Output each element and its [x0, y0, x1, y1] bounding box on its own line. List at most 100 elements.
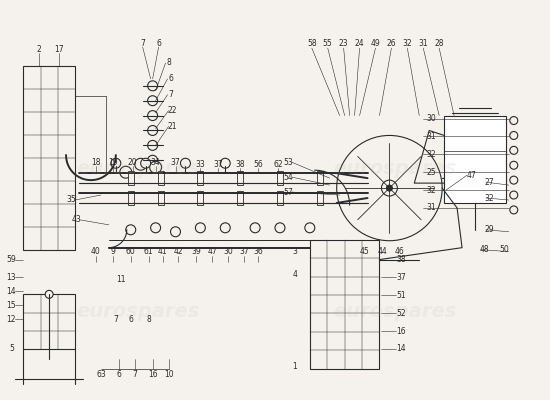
Text: 7: 7	[168, 90, 173, 99]
Bar	[128, 191, 134, 205]
Text: 57: 57	[283, 188, 293, 196]
Circle shape	[45, 290, 53, 298]
Text: 14: 14	[7, 287, 16, 296]
Circle shape	[151, 223, 161, 233]
Text: 60: 60	[126, 247, 136, 256]
Text: 15: 15	[7, 301, 16, 310]
Circle shape	[147, 126, 158, 136]
Text: 30: 30	[223, 247, 233, 256]
Text: 38: 38	[235, 160, 245, 169]
Text: 42: 42	[174, 247, 183, 256]
Text: 44: 44	[378, 247, 387, 256]
Text: eurospares: eurospares	[334, 159, 457, 178]
Text: 32: 32	[403, 38, 412, 48]
Text: 22: 22	[168, 106, 177, 115]
Text: 58: 58	[307, 38, 317, 48]
Circle shape	[382, 180, 398, 196]
Bar	[128, 171, 134, 185]
Text: 32: 32	[484, 194, 494, 202]
Text: 6: 6	[128, 315, 133, 324]
Circle shape	[120, 166, 132, 178]
Text: 54: 54	[283, 173, 293, 182]
Bar	[444, 116, 506, 203]
Text: 3: 3	[293, 247, 298, 256]
Circle shape	[510, 161, 518, 169]
Text: 50: 50	[499, 245, 509, 254]
Bar	[317, 171, 323, 185]
Text: 16: 16	[397, 326, 406, 336]
Bar	[158, 171, 163, 185]
Circle shape	[221, 158, 230, 168]
Text: 6: 6	[117, 370, 121, 379]
Text: 6: 6	[168, 74, 173, 83]
Text: 21: 21	[168, 122, 177, 131]
Text: 63: 63	[96, 370, 106, 379]
Circle shape	[510, 176, 518, 184]
Text: 25: 25	[426, 168, 436, 177]
Text: 20: 20	[128, 158, 138, 167]
Text: 14: 14	[397, 344, 406, 354]
Text: 8: 8	[166, 58, 171, 68]
Text: 53: 53	[283, 158, 293, 167]
Text: 4: 4	[293, 270, 298, 279]
Text: 8: 8	[146, 315, 151, 324]
Text: 24: 24	[355, 38, 365, 48]
Text: eurospares: eurospares	[334, 302, 457, 321]
Circle shape	[510, 146, 518, 154]
Text: 33: 33	[195, 160, 205, 169]
Text: 26: 26	[387, 38, 396, 48]
Text: 27: 27	[484, 178, 494, 187]
Text: 37: 37	[170, 158, 180, 167]
Text: 38: 38	[397, 255, 406, 264]
Circle shape	[510, 191, 518, 199]
Text: 39: 39	[191, 247, 201, 256]
Circle shape	[387, 185, 392, 191]
Circle shape	[147, 81, 158, 91]
Text: 35: 35	[66, 196, 76, 204]
Text: 12: 12	[7, 315, 16, 324]
Text: 32: 32	[426, 150, 436, 159]
Text: 31: 31	[426, 204, 436, 212]
Text: 37: 37	[213, 160, 223, 169]
Text: 61: 61	[144, 247, 153, 256]
Text: 16: 16	[148, 370, 157, 379]
Text: 7: 7	[140, 38, 145, 48]
Bar	[237, 171, 243, 185]
Text: 11: 11	[116, 275, 125, 284]
Text: 17: 17	[54, 44, 64, 54]
Bar	[277, 191, 283, 205]
Bar	[277, 171, 283, 185]
Bar	[158, 191, 163, 205]
Text: 2: 2	[37, 44, 42, 54]
Circle shape	[147, 140, 158, 150]
Text: 7: 7	[113, 315, 118, 324]
Text: 5: 5	[9, 344, 14, 354]
Circle shape	[141, 158, 151, 168]
Text: 48: 48	[480, 245, 490, 254]
Text: 37: 37	[239, 247, 249, 256]
Text: 62: 62	[273, 160, 283, 169]
Text: 55: 55	[323, 38, 333, 48]
Text: 43: 43	[71, 215, 81, 224]
Text: 46: 46	[394, 247, 404, 256]
Text: 10: 10	[164, 370, 173, 379]
Circle shape	[147, 155, 158, 165]
Bar	[23, 294, 75, 349]
Text: 52: 52	[397, 309, 406, 318]
Text: 36: 36	[253, 247, 263, 256]
Circle shape	[180, 158, 190, 168]
Text: 1: 1	[293, 362, 297, 371]
Text: 30: 30	[426, 114, 436, 123]
Text: 18: 18	[91, 158, 101, 167]
Circle shape	[170, 227, 180, 237]
Bar	[23, 66, 75, 250]
Text: 31: 31	[419, 38, 428, 48]
Text: 9: 9	[111, 247, 116, 256]
Bar	[237, 191, 243, 205]
Text: 51: 51	[397, 291, 406, 300]
Text: 47: 47	[207, 247, 217, 256]
Text: 19: 19	[108, 158, 118, 167]
Text: 56: 56	[253, 160, 263, 169]
Circle shape	[305, 223, 315, 233]
Text: 7: 7	[132, 370, 137, 379]
